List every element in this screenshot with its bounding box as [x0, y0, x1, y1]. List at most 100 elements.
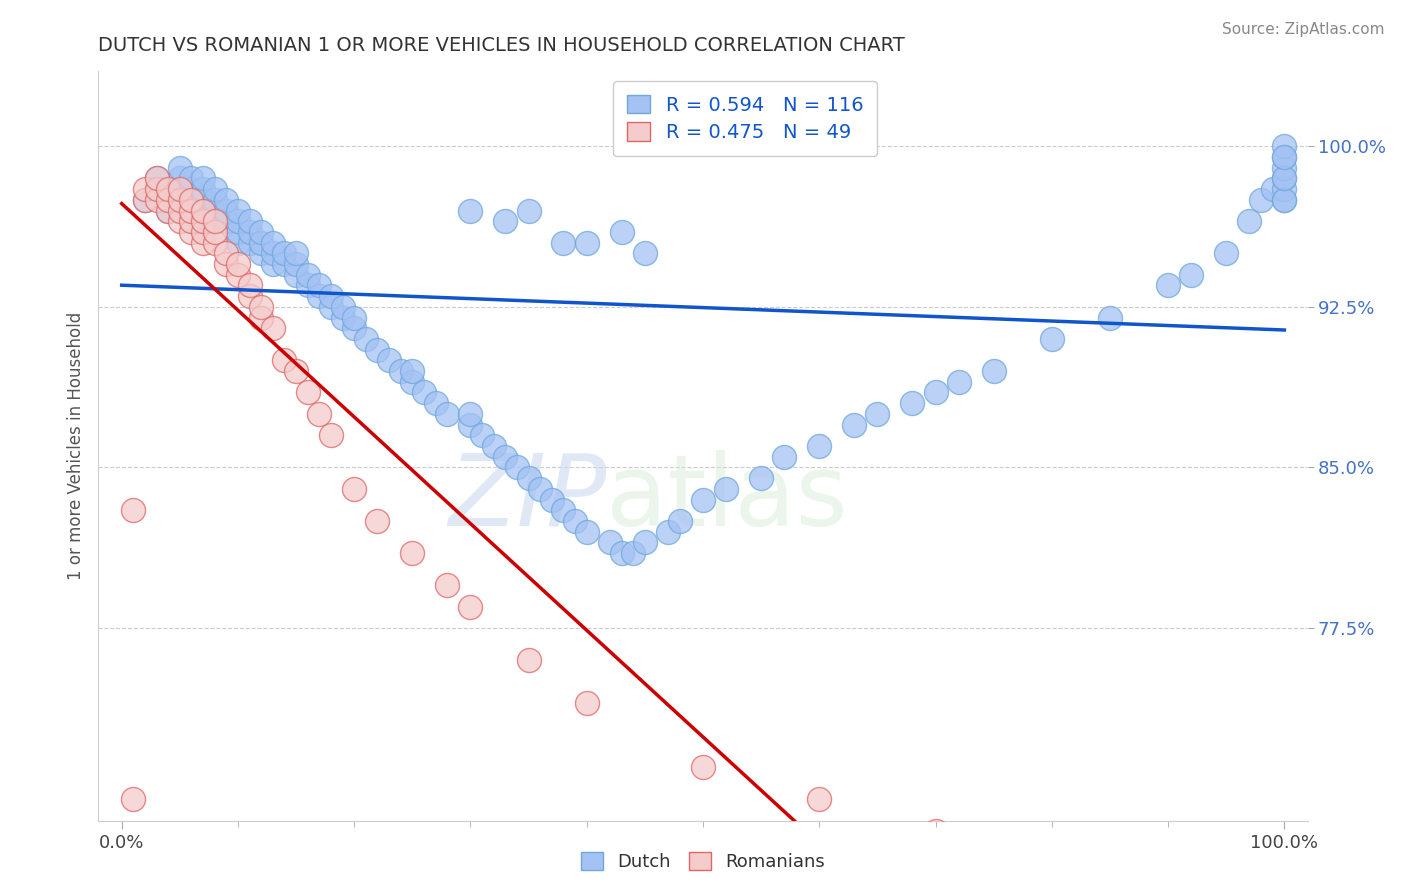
- Point: [319, 428, 342, 442]
- Point: [564, 514, 586, 528]
- Point: [924, 385, 946, 400]
- Point: [553, 235, 575, 250]
- Point: [262, 246, 284, 260]
- Point: [983, 364, 1005, 378]
- Point: [1180, 268, 1202, 282]
- Point: [308, 289, 330, 303]
- Point: [1272, 193, 1295, 207]
- Point: [204, 214, 226, 228]
- Point: [517, 653, 540, 667]
- Point: [610, 546, 633, 560]
- Point: [657, 524, 679, 539]
- Point: [517, 203, 540, 218]
- Point: [134, 193, 156, 207]
- Point: [1239, 214, 1261, 228]
- Point: [239, 225, 262, 239]
- Point: [634, 535, 657, 549]
- Point: [297, 385, 319, 400]
- Point: [1272, 150, 1295, 164]
- Point: [1272, 171, 1295, 186]
- Point: [401, 375, 423, 389]
- Point: [273, 246, 295, 260]
- Point: [1261, 182, 1284, 196]
- Point: [924, 824, 946, 838]
- Point: [575, 524, 598, 539]
- Point: [226, 225, 249, 239]
- Point: [215, 257, 238, 271]
- Point: [262, 257, 284, 271]
- Point: [366, 343, 388, 357]
- Point: [226, 268, 249, 282]
- Point: [389, 364, 412, 378]
- Text: atlas: atlas: [606, 450, 848, 547]
- Point: [471, 428, 494, 442]
- Point: [191, 235, 214, 250]
- Point: [808, 439, 831, 453]
- Point: [180, 203, 202, 218]
- Point: [1272, 171, 1295, 186]
- Point: [226, 257, 249, 271]
- Point: [285, 364, 308, 378]
- Point: [157, 182, 180, 196]
- Point: [250, 225, 273, 239]
- Point: [425, 396, 447, 410]
- Point: [297, 278, 319, 293]
- Point: [692, 492, 714, 507]
- Point: [180, 214, 202, 228]
- Point: [204, 203, 226, 218]
- Point: [180, 193, 202, 207]
- Point: [204, 193, 226, 207]
- Point: [948, 375, 970, 389]
- Text: ZIP: ZIP: [449, 450, 606, 547]
- Point: [145, 193, 167, 207]
- Point: [749, 471, 772, 485]
- Point: [180, 203, 202, 218]
- Point: [1040, 332, 1063, 346]
- Point: [436, 578, 458, 592]
- Point: [157, 203, 180, 218]
- Point: [308, 407, 330, 421]
- Point: [226, 203, 249, 218]
- Point: [285, 246, 308, 260]
- Point: [239, 235, 262, 250]
- Point: [204, 182, 226, 196]
- Point: [169, 214, 191, 228]
- Point: [634, 246, 657, 260]
- Point: [215, 193, 238, 207]
- Point: [239, 289, 262, 303]
- Point: [180, 182, 202, 196]
- Point: [529, 482, 551, 496]
- Point: [1272, 161, 1295, 175]
- Point: [250, 246, 273, 260]
- Y-axis label: 1 or more Vehicles in Household: 1 or more Vehicles in Household: [66, 312, 84, 580]
- Point: [319, 289, 342, 303]
- Point: [494, 214, 516, 228]
- Point: [668, 514, 690, 528]
- Point: [460, 407, 482, 421]
- Point: [215, 214, 238, 228]
- Point: [1272, 193, 1295, 207]
- Point: [506, 460, 529, 475]
- Point: [191, 225, 214, 239]
- Point: [460, 599, 482, 614]
- Text: Source: ZipAtlas.com: Source: ZipAtlas.com: [1222, 22, 1385, 37]
- Point: [273, 353, 295, 368]
- Text: DUTCH VS ROMANIAN 1 OR MORE VEHICLES IN HOUSEHOLD CORRELATION CHART: DUTCH VS ROMANIAN 1 OR MORE VEHICLES IN …: [98, 36, 905, 54]
- Point: [901, 396, 924, 410]
- Point: [134, 182, 156, 196]
- Point: [145, 171, 167, 186]
- Point: [332, 310, 354, 325]
- Point: [273, 257, 295, 271]
- Point: [191, 203, 214, 218]
- Point: [599, 535, 621, 549]
- Point: [215, 246, 238, 260]
- Point: [1272, 182, 1295, 196]
- Point: [401, 364, 423, 378]
- Point: [308, 278, 330, 293]
- Point: [343, 321, 366, 335]
- Point: [145, 171, 167, 186]
- Point: [378, 353, 401, 368]
- Point: [191, 193, 214, 207]
- Point: [157, 203, 180, 218]
- Point: [204, 214, 226, 228]
